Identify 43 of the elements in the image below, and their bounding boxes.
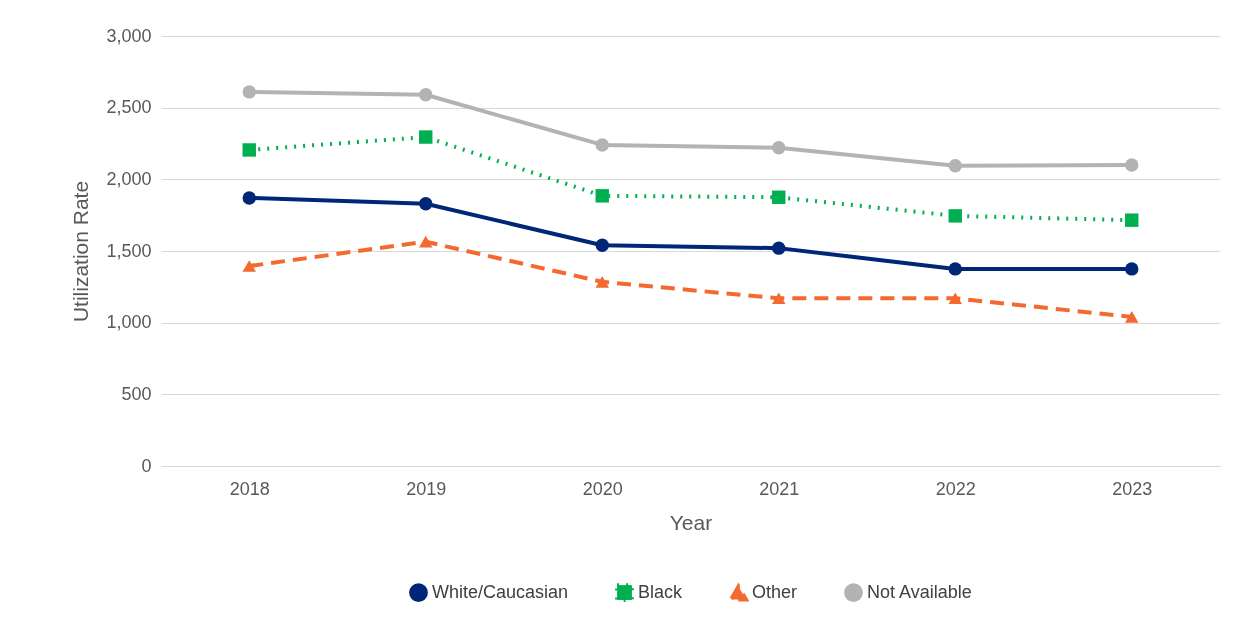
point (242, 85, 256, 99)
point (595, 238, 609, 252)
x-tick-label: 2018 (229, 478, 270, 499)
legend-label: White/Caucasian (432, 581, 569, 602)
legend-label: Black (638, 581, 684, 602)
point (948, 262, 962, 276)
point (419, 88, 433, 102)
y-tick-label: 500 (121, 383, 152, 404)
point (948, 209, 962, 223)
point (948, 159, 962, 173)
point (772, 241, 786, 255)
x-tick-label: 2022 (935, 478, 976, 499)
point (1125, 311, 1139, 323)
x-axis-title: Year (669, 510, 713, 534)
y-tick-label: 1,000 (106, 312, 152, 333)
y-tick-label: 2,000 (106, 168, 152, 189)
x-tick-label: 2019 (406, 478, 447, 499)
point (948, 292, 962, 305)
point (1125, 158, 1139, 172)
point (772, 292, 786, 305)
point (1125, 213, 1139, 227)
point (772, 141, 786, 155)
legend-label: Not Available (867, 581, 972, 602)
legend-label: Other (752, 582, 798, 603)
point (595, 189, 609, 203)
y-tick-label: 3,000 (106, 25, 152, 46)
point (419, 235, 433, 248)
point (242, 191, 256, 205)
point (772, 190, 786, 204)
x-tick-label: 2023 (1112, 478, 1153, 499)
point (242, 260, 256, 272)
y-tick-label: 1,500 (106, 240, 152, 261)
y-tick-label: 0 (141, 455, 152, 476)
x-tick-label: 2021 (759, 478, 800, 499)
point (242, 143, 256, 157)
point (595, 138, 609, 152)
y-tick-label: 2,500 (106, 97, 152, 118)
point (595, 276, 609, 288)
point (419, 197, 433, 211)
y-axis-title: Utilization Rate (69, 180, 93, 323)
x-tick-label: 2020 (582, 478, 623, 499)
point (1125, 262, 1139, 276)
point (419, 130, 433, 144)
